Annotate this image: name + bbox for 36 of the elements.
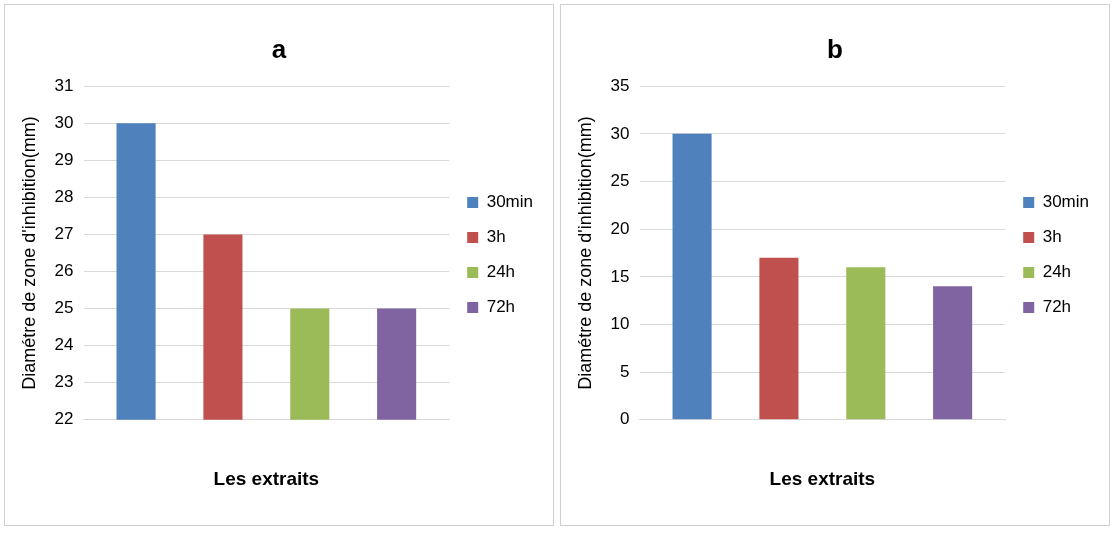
- y-tick-label: 27: [54, 224, 74, 244]
- legend-label: 3h: [486, 227, 506, 247]
- x-axis-title: Les extraits: [213, 467, 320, 489]
- y-tick-label: 30: [54, 112, 74, 132]
- y-tick-label: 24: [54, 335, 74, 355]
- bar: [759, 257, 799, 420]
- y-tick-label: 25: [54, 298, 74, 318]
- y-tick-label: 0: [620, 409, 630, 429]
- bar: [933, 286, 973, 420]
- y-tick-label: 23: [54, 372, 74, 392]
- y-tick-label: 28: [54, 187, 74, 207]
- legend-label: 24h: [486, 262, 516, 282]
- legend-label: 72h: [1042, 297, 1072, 317]
- y-tick-label: 35: [610, 75, 630, 95]
- y-tick-label: 29: [54, 150, 74, 170]
- legend-label: 3h: [1042, 227, 1062, 247]
- chart-title: b: [827, 33, 843, 64]
- bar: [846, 267, 886, 420]
- legend-label: 30min: [486, 192, 534, 212]
- y-axis-title: Diamétre de zone d'inhibition(mm): [18, 116, 39, 390]
- y-tick-label: 5: [620, 361, 630, 381]
- bar: [672, 133, 712, 420]
- legend-label: 30min: [1042, 192, 1090, 212]
- y-axis-title: Diamétre de zone d'inhibition(mm): [574, 116, 595, 390]
- chart-title: a: [271, 33, 287, 64]
- y-tick-label: 20: [610, 218, 630, 238]
- y-tick-label: 10: [610, 314, 630, 334]
- y-tick-label: 31: [54, 75, 74, 95]
- y-tick-label: 15: [610, 266, 630, 286]
- legend-label: 24h: [1042, 262, 1072, 282]
- legend-label: 72h: [486, 297, 516, 317]
- y-tick-label: 25: [610, 171, 630, 191]
- y-tick-label: 26: [54, 261, 74, 281]
- y-tick-label: 22: [54, 409, 74, 429]
- y-tick-label: 30: [610, 123, 630, 143]
- x-axis-title: Les extraits: [769, 467, 876, 489]
